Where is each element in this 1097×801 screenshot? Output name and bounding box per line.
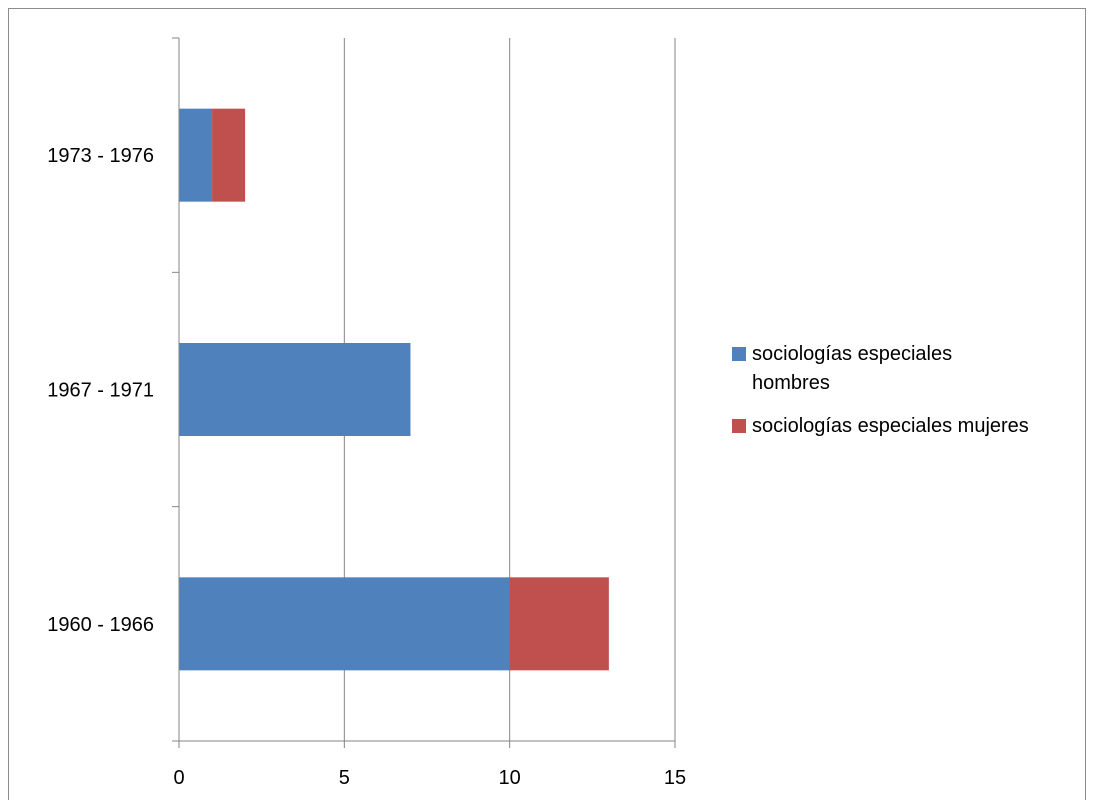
legend-item-hombres: sociologías especiales hombres bbox=[732, 340, 1082, 398]
x-tick-label: 5 bbox=[339, 767, 350, 789]
bar-hombres-1 bbox=[179, 343, 411, 436]
tick-labels: 0 5 10 15 1960 - 1966 1967 - 1971 1973 - 1976 bbox=[47, 145, 686, 789]
legend-item-mujeres: sociologías especiales mujeres bbox=[732, 412, 1082, 441]
bar-hombres-2 bbox=[179, 108, 213, 202]
x-tick-label: 0 bbox=[173, 767, 184, 789]
axes bbox=[172, 37, 676, 748]
x-tick-label: 15 bbox=[664, 767, 686, 789]
legend-label-mujeres: sociologías especiales mujeres bbox=[752, 415, 1029, 437]
y-tick-label: 1960 - 1966 bbox=[47, 614, 154, 636]
x-tick-label: 10 bbox=[499, 767, 521, 789]
y-tick-label: 1967 - 1971 bbox=[47, 380, 154, 402]
legend-label-hombres: sociologías especiales hombres bbox=[752, 343, 953, 394]
legend: sociologías especiales hombres sociologí… bbox=[732, 340, 1082, 455]
legend-swatch-mujeres bbox=[732, 419, 746, 433]
y-tick-label: 1973 - 1976 bbox=[47, 145, 154, 167]
bar-mujeres-0 bbox=[509, 577, 609, 671]
legend-swatch-hombres bbox=[732, 347, 746, 361]
bars bbox=[179, 108, 609, 671]
bar-mujeres-2 bbox=[212, 108, 246, 202]
bar-hombres-0 bbox=[179, 577, 510, 671]
